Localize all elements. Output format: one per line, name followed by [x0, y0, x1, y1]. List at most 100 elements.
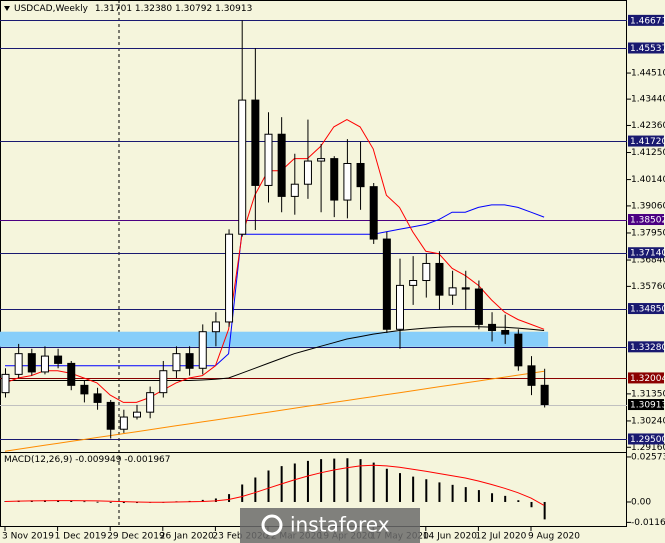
candle-body	[251, 99, 260, 186]
candle-body	[40, 355, 49, 373]
level-label-box	[628, 14, 664, 26]
candle-body	[330, 158, 339, 201]
candle-body	[461, 287, 470, 290]
indicator-line	[5, 204, 545, 367]
level-label-box	[628, 135, 664, 147]
candle-body	[80, 384, 89, 395]
candle-body	[93, 393, 102, 403]
macd-title: MACD(12,26,9) -0.009949 -0.001967	[4, 455, 171, 465]
histogram-bar	[399, 473, 401, 502]
candle-body	[277, 133, 286, 197]
high-label: 1.32380	[135, 4, 172, 14]
histogram-bar	[254, 477, 257, 502]
macd-value: -0.009949	[75, 455, 121, 465]
low-label: 1.30792	[175, 4, 212, 14]
x-tick-label: 9 Aug 2020	[528, 532, 580, 542]
level-label-box	[628, 341, 664, 353]
level-label: 1.32004	[630, 374, 665, 384]
level-label-box	[628, 214, 664, 226]
chart-title: USDCAD,Weekly 1.31701 1.32380 1.30792 1.…	[14, 4, 252, 14]
histogram-bar	[57, 500, 60, 502]
y-tick-label: 1.37950	[631, 228, 665, 238]
indicator-line	[5, 326, 545, 381]
x-tick-label: 1 Dec 2019	[55, 532, 107, 542]
indicator-line	[4, 119, 545, 403]
y-tick-label: 1.36840	[631, 256, 665, 266]
y-tick-label: 1.42360	[631, 121, 665, 131]
watermark-logo	[261, 514, 283, 536]
x-tick-label: 14 Jun 2020	[423, 532, 477, 542]
candle-body	[514, 333, 523, 367]
level-label: 1.29500	[630, 435, 665, 445]
y-tick-label: 1.44510	[631, 69, 665, 79]
candle-body	[317, 158, 326, 162]
candle-body	[422, 262, 431, 282]
y-tick-label: 1.35760	[631, 282, 665, 292]
indicator-line	[4, 370, 545, 452]
candle-body	[356, 162, 365, 188]
y-tick-label: 0.00	[631, 497, 651, 507]
open-label: 1.31701	[95, 4, 132, 14]
y-tick-label: 1.29160	[631, 443, 665, 453]
candle-body	[106, 401, 115, 430]
level-label: 1.30913	[630, 401, 665, 411]
level-label-box	[628, 433, 664, 445]
macd-panel	[4, 458, 546, 520]
candle-body	[488, 323, 497, 331]
y-tick-label: 1.30240	[631, 416, 665, 426]
histogram-bar	[241, 484, 244, 502]
candle-body	[159, 370, 168, 394]
candle-body	[225, 233, 234, 323]
candle-body	[67, 362, 76, 386]
candle-body	[474, 288, 483, 325]
y-tick-label: 1.31350	[631, 389, 665, 399]
candle-body	[172, 353, 181, 372]
histogram-bar	[109, 501, 112, 503]
candle-body	[382, 238, 391, 330]
histogram-bar	[214, 498, 217, 502]
histogram-bar	[451, 484, 454, 502]
histogram-bar	[122, 501, 125, 504]
histogram-bar	[464, 487, 467, 502]
histogram-bar	[425, 479, 428, 502]
watermark-text: instaforex	[290, 513, 390, 537]
candle-body	[211, 321, 220, 333]
candle-body	[303, 160, 312, 185]
candle-body	[527, 365, 536, 386]
histogram-bar	[333, 458, 336, 502]
histogram-bar	[477, 490, 480, 502]
candle-body	[146, 392, 155, 413]
candle-body	[1, 373, 10, 394]
histogram-bar	[372, 462, 375, 502]
level-label-box	[628, 372, 664, 384]
histogram-bar	[96, 501, 99, 503]
candle-body	[448, 287, 457, 296]
histogram-bar	[83, 501, 86, 503]
symbol: USDCAD,Weekly	[14, 4, 89, 14]
candle-body	[409, 280, 418, 286]
candle-body	[27, 353, 36, 373]
candle-body	[540, 384, 549, 406]
level-label-box	[628, 42, 664, 54]
level-label: 1.37140	[630, 249, 665, 259]
y-tick-label: 1.39060	[631, 201, 665, 211]
signal-line	[4, 464, 545, 506]
histogram-bar	[491, 493, 494, 502]
candle-body	[198, 331, 207, 369]
candle-body	[185, 353, 194, 369]
y-tick-label: 0.025736	[631, 452, 665, 462]
candle-body	[54, 355, 63, 364]
y-tick-label: -0.011658	[631, 518, 665, 528]
level-label-box	[628, 303, 664, 315]
x-tick-label: 3 Nov 2019	[2, 532, 54, 542]
histogram-bar	[201, 499, 204, 502]
y-tick-label: 1.43440	[631, 95, 665, 105]
x-tick-label: 29 Dec 2019	[107, 532, 165, 542]
level-label: 1.38502	[630, 216, 665, 226]
level-label: 1.33280	[630, 343, 665, 353]
price-panel	[0, 20, 627, 452]
close-label: 1.30913	[215, 4, 252, 14]
zone	[0, 331, 549, 347]
level-label: 1.41720	[630, 137, 665, 147]
